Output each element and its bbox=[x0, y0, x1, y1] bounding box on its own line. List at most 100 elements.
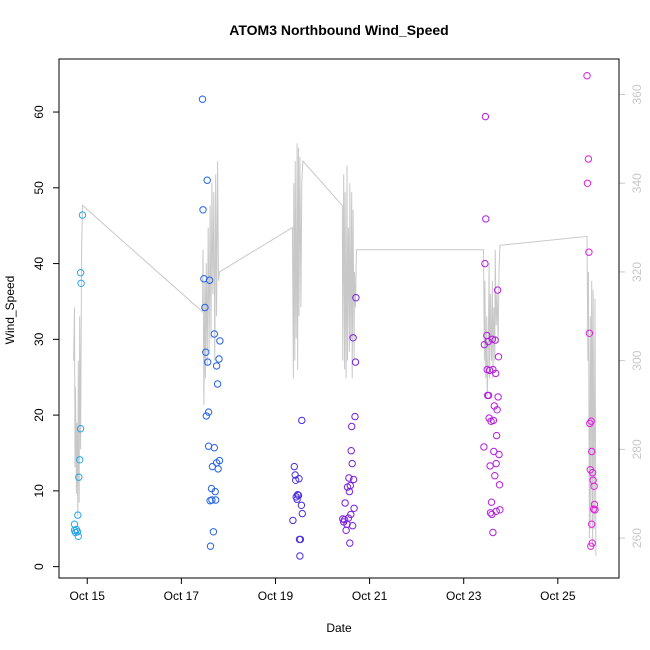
data-point-series-4 bbox=[348, 522, 357, 530]
data-point-series-4 bbox=[347, 510, 355, 519]
data-point-series-5 bbox=[493, 406, 501, 414]
data-point-series-3 bbox=[295, 475, 303, 483]
data-point-series-3 bbox=[297, 501, 306, 509]
scatter-points bbox=[70, 72, 599, 560]
y-tick-label: 50 bbox=[32, 181, 46, 195]
data-point-series-6 bbox=[585, 329, 594, 337]
data-point-series-2 bbox=[215, 456, 224, 465]
data-point-series-6 bbox=[588, 520, 596, 528]
y2-tick-label: 320 bbox=[630, 262, 644, 282]
y2-tick-label: 260 bbox=[630, 528, 644, 548]
data-point-series-2 bbox=[209, 528, 218, 536]
data-point-series-4 bbox=[341, 499, 349, 507]
data-point-series-1 bbox=[76, 456, 84, 464]
data-point-series-3 bbox=[290, 462, 298, 471]
data-point-series-2 bbox=[202, 412, 211, 420]
data-point-series-4 bbox=[352, 294, 360, 302]
data-point-series-4 bbox=[349, 334, 357, 342]
data-point-series-1 bbox=[76, 425, 85, 433]
data-point-series-2 bbox=[203, 176, 211, 184]
data-point-series-5 bbox=[494, 353, 503, 361]
data-point-series-5 bbox=[484, 391, 493, 400]
data-point-series-6 bbox=[590, 482, 598, 490]
secondary-line-path bbox=[73, 143, 597, 556]
data-point-series-4 bbox=[347, 447, 355, 455]
data-point-series-3 bbox=[298, 416, 306, 425]
data-point-series-6 bbox=[585, 248, 593, 256]
data-point-series-4 bbox=[350, 504, 358, 512]
data-point-series-2 bbox=[208, 496, 216, 504]
data-point-series-4 bbox=[346, 481, 354, 490]
data-point-series-6 bbox=[584, 155, 593, 163]
data-point-series-2 bbox=[202, 348, 210, 356]
data-point-series-4 bbox=[348, 422, 356, 431]
x-axis-label: Date bbox=[326, 621, 352, 635]
x-tick-label: Oct 23 bbox=[446, 589, 482, 603]
data-point-series-1 bbox=[73, 528, 82, 536]
data-point-series-6 bbox=[588, 447, 596, 456]
data-point-series-5 bbox=[481, 112, 490, 121]
data-point-series-4 bbox=[340, 516, 349, 524]
data-point-series-1 bbox=[75, 473, 83, 481]
y-tick-label: 20 bbox=[32, 408, 46, 422]
data-point-series-3 bbox=[293, 491, 302, 499]
data-point-series-2 bbox=[206, 542, 215, 550]
data-point-series-3 bbox=[294, 491, 303, 500]
data-point-series-3 bbox=[298, 509, 306, 518]
data-point-series-5 bbox=[489, 528, 497, 537]
x-tick-label: Oct 21 bbox=[352, 589, 388, 603]
data-point-series-5 bbox=[492, 507, 500, 515]
y-tick-label: 10 bbox=[32, 484, 46, 498]
axes: Oct 15 Oct 17 Oct 19 Oct 21 Oct 23 Oct 25 0 10 2… bbox=[32, 84, 644, 603]
data-point-series-2 bbox=[216, 337, 224, 345]
data-point-series-5 bbox=[481, 259, 489, 268]
data-point-series-4 bbox=[342, 526, 350, 534]
data-point-series-5 bbox=[495, 450, 503, 459]
plot-frame bbox=[58, 58, 620, 579]
data-point-series-2 bbox=[205, 276, 214, 284]
data-point-series-3 bbox=[296, 552, 304, 560]
data-point-series-6 bbox=[588, 469, 597, 477]
data-point-series-6 bbox=[587, 417, 595, 425]
data-point-series-6 bbox=[583, 179, 592, 188]
data-point-series-4 bbox=[344, 514, 353, 522]
data-point-series-5 bbox=[494, 393, 502, 401]
data-point-series-6 bbox=[586, 419, 594, 428]
data-point-series-4 bbox=[349, 475, 358, 484]
y-tick-label: 60 bbox=[32, 105, 46, 119]
data-point-series-4 bbox=[345, 474, 353, 482]
data-point-series-6 bbox=[583, 72, 591, 80]
data-point-series-1 bbox=[76, 269, 85, 277]
data-point-series-3 bbox=[289, 516, 297, 525]
data-point-series-2 bbox=[212, 496, 220, 504]
data-point-series-1 bbox=[74, 532, 83, 540]
data-point-series-6 bbox=[590, 500, 599, 509]
x-tick-label: Oct 17 bbox=[164, 589, 200, 603]
data-point-series-5 bbox=[482, 215, 490, 223]
data-point-series-5 bbox=[484, 337, 492, 346]
x-tick-label: Oct 19 bbox=[258, 589, 294, 603]
data-point-series-1 bbox=[70, 520, 79, 528]
data-point-series-4 bbox=[351, 412, 359, 421]
data-point-series-2 bbox=[199, 206, 207, 214]
data-point-series-5 bbox=[488, 510, 496, 519]
data-point-series-2 bbox=[215, 355, 223, 363]
data-point-series-5 bbox=[493, 286, 502, 294]
data-point-series-2 bbox=[210, 330, 219, 338]
data-point-series-5 bbox=[496, 506, 504, 514]
data-point-series-4 bbox=[351, 358, 360, 366]
data-point-series-6 bbox=[591, 506, 599, 514]
y2-tick-label: 280 bbox=[630, 439, 644, 459]
data-point-series-2 bbox=[210, 444, 219, 452]
data-point-series-5 bbox=[491, 472, 499, 480]
data-point-series-5 bbox=[492, 431, 501, 440]
data-point-series-5 bbox=[492, 459, 500, 468]
data-point-series-5 bbox=[489, 416, 498, 425]
data-point-series-2 bbox=[214, 465, 222, 473]
y2-tick-label: 340 bbox=[630, 173, 644, 193]
data-point-series-5 bbox=[491, 336, 499, 344]
data-point-series-3 bbox=[296, 535, 305, 544]
data-point-series-3 bbox=[293, 495, 301, 503]
data-point-series-1 bbox=[77, 279, 85, 287]
